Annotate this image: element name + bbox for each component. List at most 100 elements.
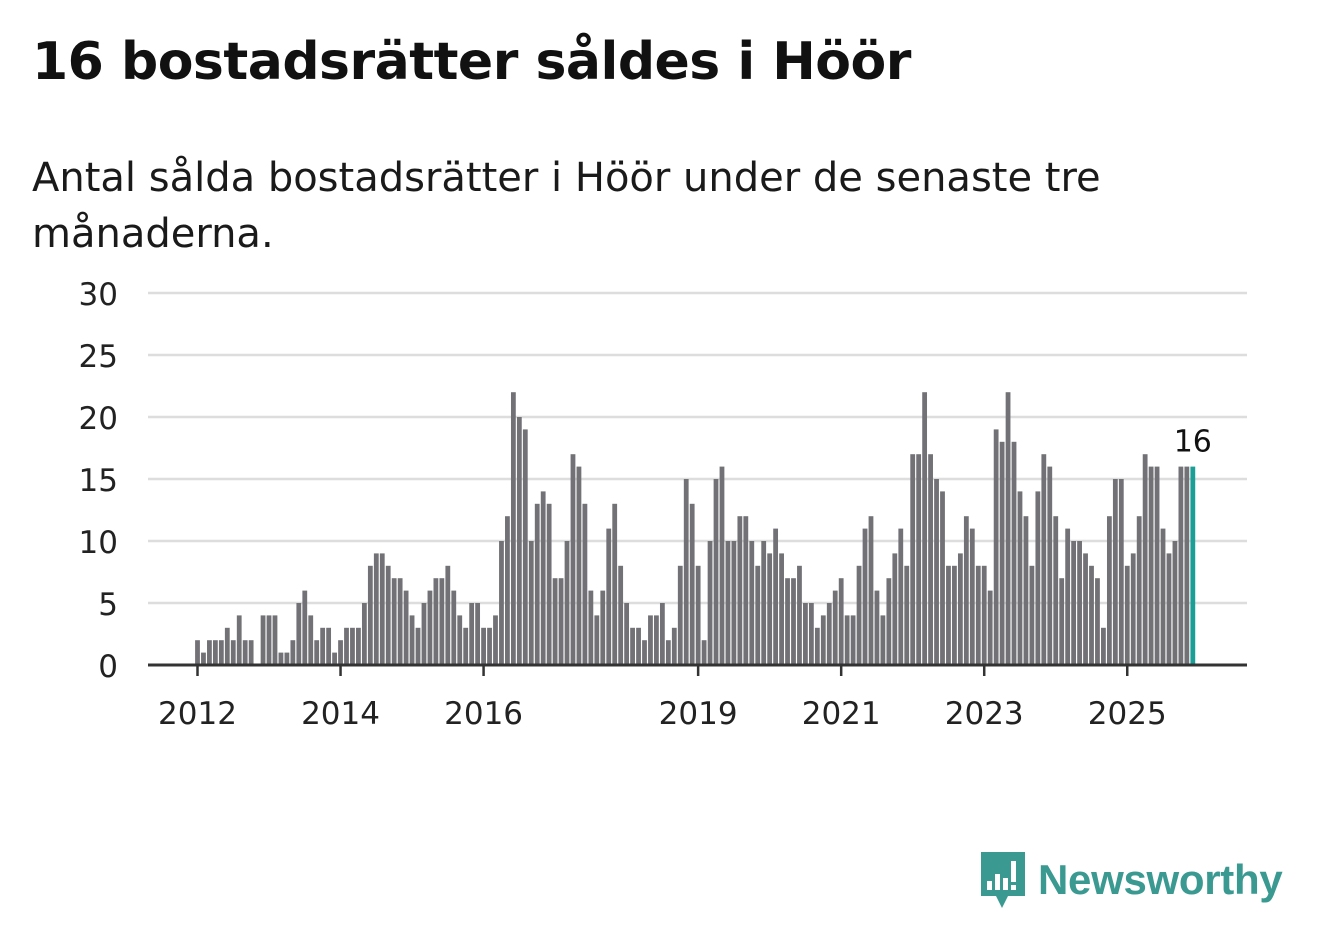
bar-31	[379, 553, 385, 665]
bar-81	[677, 565, 683, 665]
bar-52	[505, 516, 510, 665]
bar-47	[475, 603, 481, 665]
bar-24	[338, 640, 343, 665]
bar-3	[212, 640, 218, 665]
x-tick-label-2021: 2021	[802, 696, 881, 732]
bar-87	[713, 479, 719, 665]
bar-28	[361, 603, 367, 665]
bar-32	[385, 565, 391, 665]
bar-6	[230, 640, 236, 665]
bar-142	[1041, 454, 1047, 665]
bar-103	[808, 603, 814, 665]
bar-125	[940, 491, 945, 665]
bars	[195, 392, 1196, 665]
bar-98	[779, 553, 784, 665]
bar-114	[874, 590, 880, 665]
bar-33	[391, 578, 397, 665]
bar-149	[1083, 553, 1088, 665]
bar-154	[1112, 479, 1118, 665]
bar-96	[767, 553, 773, 665]
bar-101	[797, 565, 802, 665]
bar-29	[367, 565, 373, 665]
newsworthy-logo-icon	[981, 852, 1025, 908]
bar-37	[415, 627, 421, 665]
y-axis-labels: 0 5 10 15 20 25 30	[79, 277, 118, 685]
bar-5	[224, 627, 230, 665]
bar-34	[397, 578, 403, 665]
bar-66	[588, 590, 594, 665]
bar-64	[576, 466, 582, 665]
bar-99	[785, 578, 790, 665]
bar-131	[975, 565, 981, 665]
bar-72	[624, 603, 630, 665]
bar-4	[218, 640, 224, 665]
newsworthy-logo: Newsworthy	[978, 848, 1283, 912]
brand-name: Newsworthy	[1038, 856, 1283, 903]
bar-50	[493, 615, 498, 665]
bar-1	[201, 652, 206, 665]
bar-121	[916, 454, 922, 665]
bar-106	[826, 603, 832, 665]
bar-164	[1172, 541, 1178, 665]
bar-78	[659, 603, 665, 665]
bar-84	[695, 565, 701, 665]
y-tick-label-30: 30	[79, 277, 118, 313]
annotations: 16	[1171, 422, 1215, 463]
bar-112	[862, 528, 868, 665]
bar-63	[570, 454, 576, 665]
bar-8	[242, 640, 248, 665]
y-tick-label-25: 25	[79, 339, 118, 375]
bar-70	[612, 503, 618, 665]
y-tick-label-5: 5	[98, 587, 118, 623]
bar-93	[749, 541, 755, 665]
bar-36	[409, 615, 415, 665]
y-tick-label-15: 15	[79, 463, 118, 499]
bar-39	[427, 590, 433, 665]
bar-137	[1011, 441, 1017, 665]
bar-55	[522, 429, 528, 665]
y-tick-label-10: 10	[79, 525, 118, 561]
bar-147	[1071, 541, 1077, 665]
bar-40	[433, 578, 439, 665]
bar-15	[284, 652, 290, 665]
bar-27	[356, 627, 361, 665]
bar-11	[260, 615, 266, 665]
bar-57	[534, 503, 540, 665]
x-tick-label-2016: 2016	[444, 696, 523, 732]
bar-19	[308, 615, 314, 665]
bar-67	[594, 615, 600, 665]
bar-161	[1154, 466, 1160, 665]
bar-116	[886, 578, 892, 665]
bar-126	[946, 565, 951, 665]
x-tick-label-2014: 2014	[301, 696, 380, 732]
bar-14	[278, 652, 284, 665]
bar-22	[326, 627, 332, 665]
bar-117	[892, 553, 898, 665]
bar-107	[832, 590, 838, 665]
x-axis: 2012 2014 2016 2019 2021 2023 2025	[148, 663, 1247, 732]
bar-71	[618, 565, 624, 665]
bar-58	[540, 491, 546, 665]
bar-97	[773, 528, 779, 665]
bar-162	[1160, 528, 1166, 665]
chart-title: 16 bostadsrätter såldes i Höör	[32, 32, 911, 92]
bar-138	[1017, 491, 1023, 665]
bar-127	[952, 565, 957, 665]
bar-54	[516, 417, 522, 665]
bar-51	[499, 541, 504, 665]
bar-2	[207, 640, 212, 665]
bar-135	[999, 441, 1005, 665]
bar-153	[1106, 516, 1112, 665]
bar-20	[314, 640, 320, 665]
bar-77	[654, 615, 659, 665]
bar-102	[803, 603, 808, 665]
bar-56	[528, 541, 534, 665]
y-tick-label-0: 0	[98, 649, 118, 685]
bar-48	[481, 627, 486, 665]
bar-80	[671, 627, 677, 665]
bar-88	[719, 466, 725, 665]
bar-120	[910, 454, 916, 665]
bar-74	[636, 627, 641, 665]
bar-73	[630, 627, 635, 665]
